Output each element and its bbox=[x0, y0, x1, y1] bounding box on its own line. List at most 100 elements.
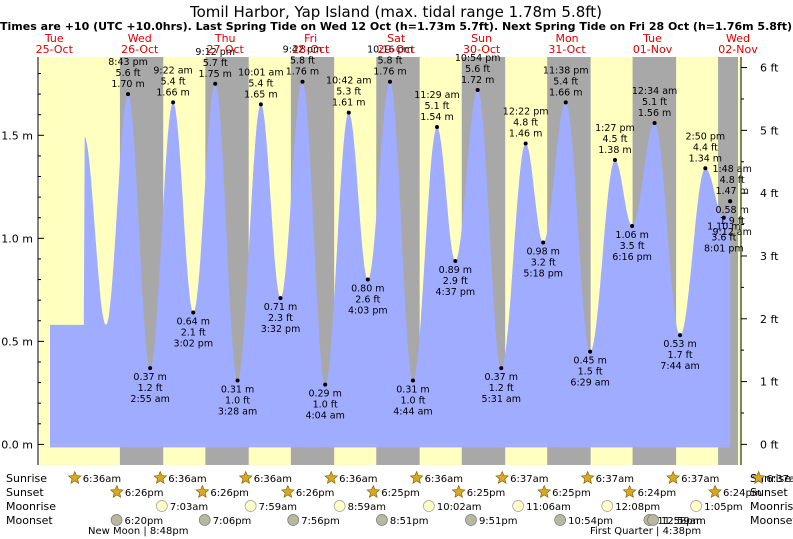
tide-label: 0.53 m bbox=[663, 339, 696, 350]
tide-label: 1.06 m bbox=[615, 230, 648, 241]
tide-label: 3:28 am bbox=[218, 407, 257, 418]
tide-label: 4:04 am bbox=[305, 411, 344, 422]
tide-point bbox=[258, 102, 263, 107]
tide-label: 4:44 am bbox=[393, 407, 432, 418]
tide-point bbox=[541, 240, 546, 245]
tide-label: 1.70 m bbox=[111, 79, 144, 90]
moonrise-icon bbox=[601, 500, 614, 512]
moonrise-time: 8:59am bbox=[348, 502, 386, 513]
tide-label: 0.89 m bbox=[439, 265, 472, 276]
sunrise-time: 6:37am bbox=[596, 474, 634, 485]
tide-label: 1.7 ft bbox=[668, 350, 693, 361]
tide-point bbox=[191, 310, 196, 315]
sunrise-time: 6:37am bbox=[681, 474, 719, 485]
sunset-time: 6:25pm bbox=[381, 488, 420, 499]
tide-label: 1.0 ft bbox=[400, 396, 425, 407]
moonrise-icon bbox=[512, 500, 524, 512]
tide-label: 1.56 m bbox=[638, 108, 671, 119]
sunrise-icon bbox=[495, 470, 510, 484]
tide-label: 4:03 pm bbox=[348, 306, 388, 317]
sunrise-time: 6:37am bbox=[510, 474, 548, 485]
tide-point bbox=[499, 366, 504, 371]
sunset-time: 6:25pm bbox=[552, 488, 591, 499]
day-name: Tue bbox=[642, 32, 662, 45]
moonset-time: 11:58pm bbox=[657, 516, 702, 527]
tide-label: 3:32 pm bbox=[261, 324, 301, 335]
day-name: Sun bbox=[471, 32, 492, 45]
sunset-time: 6:24pm bbox=[723, 488, 762, 499]
tide-label: 5.4 ft bbox=[553, 76, 578, 87]
tide-label: 1.0 ft bbox=[225, 396, 250, 407]
y-tick-label-ft: 5 ft bbox=[760, 124, 779, 137]
tide-label: 1.10 m bbox=[707, 222, 740, 233]
tide-label: 1.54 m bbox=[420, 112, 453, 123]
tide-point bbox=[365, 277, 370, 282]
tide-label: 3.5 ft bbox=[620, 241, 645, 252]
moonset-time: 7:06pm bbox=[213, 516, 252, 527]
sunrise-icon bbox=[324, 470, 339, 484]
y-tick-label-ft: 0 ft bbox=[760, 438, 779, 451]
tide-label: 5.1 ft bbox=[425, 101, 450, 112]
tide-label: 9:12 pm bbox=[195, 47, 235, 58]
axes: 0.0 m 0.5 m 1.0 m 1.5 m 0 ft 1 ft 2 ft 3 ft 4 ft… bbox=[1, 57, 779, 465]
day-date: 02-Nov bbox=[718, 43, 758, 56]
tide-label: 4:37 pm bbox=[436, 287, 476, 298]
tide-point bbox=[435, 125, 440, 130]
moon-phase-new: New Moon | 8:48pm bbox=[88, 526, 188, 537]
y-tick-label-ft: 6 ft bbox=[760, 62, 779, 75]
y-tick-label-ft: 2 ft bbox=[760, 313, 779, 326]
tide-point bbox=[588, 349, 593, 354]
tide-point bbox=[728, 199, 733, 204]
day-date: 27-Oct bbox=[207, 43, 245, 56]
sunset-time: 6:26pm bbox=[125, 488, 164, 499]
tide-label: 0.98 m bbox=[526, 246, 559, 257]
moonrise-icon bbox=[690, 500, 702, 512]
sunrise-icon bbox=[153, 470, 168, 484]
tide-label: 3.2 ft bbox=[531, 257, 556, 268]
day-date: 30-Oct bbox=[463, 43, 501, 56]
tide-point bbox=[652, 120, 657, 125]
sunrise-icon bbox=[666, 470, 681, 484]
tide-label: 0.45 m bbox=[573, 356, 606, 367]
day-name: Tue bbox=[44, 32, 64, 45]
sunset-time: 6:26pm bbox=[210, 488, 249, 499]
tide-label: 1.2 ft bbox=[489, 383, 514, 394]
tide-point bbox=[453, 259, 458, 263]
sunrise-time: 6:36am bbox=[83, 474, 121, 485]
moonrise-time: 7:59am bbox=[259, 502, 297, 513]
moonset-icon bbox=[554, 514, 567, 526]
moonrise-label-left: Moonrise bbox=[6, 500, 56, 513]
tide-label: 1.38 m bbox=[598, 145, 631, 156]
y-tick-label-m: 1.5 m bbox=[1, 129, 33, 142]
tide-label: 4.4 ft bbox=[693, 142, 718, 153]
tide-label: 1.9 ft bbox=[720, 216, 745, 227]
tide-label: 0.37 m bbox=[133, 372, 166, 383]
tide-label: 1.2 ft bbox=[138, 383, 163, 394]
tide-label: 2.6 ft bbox=[355, 295, 380, 306]
sunrise-time: 6:36am bbox=[425, 474, 463, 485]
moonrise-icon bbox=[333, 500, 346, 512]
tide-label: 5.4 ft bbox=[248, 78, 273, 89]
tide-label: 1.76 m bbox=[286, 67, 319, 78]
sunset-time: 6:24pm bbox=[638, 488, 677, 499]
sunrise-icon bbox=[751, 470, 766, 484]
moonrise-time: 11:06am bbox=[526, 502, 571, 513]
chart-subtitle: Times are +10 (UTC +10.0hrs). Last Sprin… bbox=[0, 20, 792, 33]
tide-label: 10:16 pm bbox=[367, 45, 413, 56]
moonset-time: 7:56pm bbox=[301, 516, 340, 527]
moonset-time: 9:51pm bbox=[479, 516, 518, 527]
day-headers: Tue25-OctWed26-OctThu27-OctFri28-OctSat2… bbox=[36, 32, 759, 56]
tide-label: 1.34 m bbox=[689, 153, 722, 164]
tide-label: 1.75 m bbox=[199, 69, 232, 80]
tide-point bbox=[630, 223, 635, 228]
day-date: 25-Oct bbox=[36, 43, 74, 56]
tide-label: 7:44 am bbox=[660, 361, 699, 372]
tide-label: 5.6 ft bbox=[116, 68, 141, 79]
sunrise-time: 6:36am bbox=[168, 474, 206, 485]
tide-point bbox=[410, 378, 415, 383]
moonset-time: 8:51pm bbox=[390, 516, 429, 527]
day-date: 31-Oct bbox=[548, 43, 586, 56]
tide-label: 3:02 pm bbox=[173, 339, 213, 350]
tide-point bbox=[126, 92, 131, 97]
tide-label: 1.76 m bbox=[373, 67, 406, 78]
